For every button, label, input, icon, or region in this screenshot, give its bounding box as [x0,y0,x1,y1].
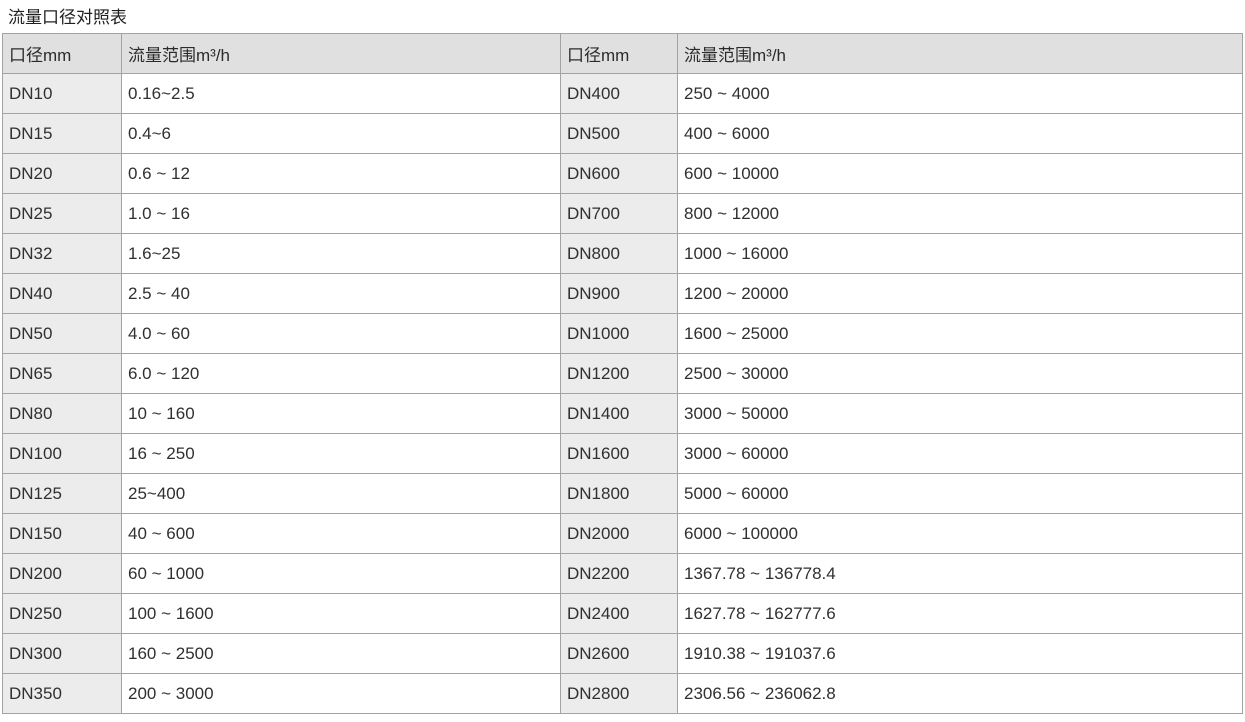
flow-range-cell: 0.6 ~ 12 [121,153,561,194]
diameter-cell: DN100 [2,433,122,474]
table-row: DN200 60 ~ 1000 DN2200 1367.78 ~ 136778.4 [2,553,1243,594]
flow-range-cell: 600 ~ 10000 [677,153,1243,194]
diameter-cell: DN400 [560,73,678,114]
flow-range-cell: 6000 ~ 100000 [677,513,1243,554]
flow-range-cell: 25~400 [121,473,561,514]
diameter-cell: DN125 [2,473,122,514]
diameter-cell: DN200 [2,553,122,594]
diameter-cell: DN15 [2,113,122,154]
diameter-cell: DN1400 [560,393,678,434]
flow-range-cell: 1200 ~ 20000 [677,273,1243,314]
flow-range-cell: 6.0 ~ 120 [121,353,561,394]
flow-range-cell: 40 ~ 600 [121,513,561,554]
diameter-cell: DN350 [2,673,122,714]
diameter-cell: DN25 [2,193,122,234]
table-row: DN32 1.6~25 DN800 1000 ~ 16000 [2,233,1243,274]
flow-range-cell: 16 ~ 250 [121,433,561,474]
table-body: DN10 0.16~2.5 DN400 250 ~ 4000 DN15 0.4~6 DN50… [2,73,1243,714]
diameter-cell: DN20 [2,153,122,194]
header-flow-range-right: 流量范围m³/h [677,33,1243,74]
flow-range-cell: 60 ~ 1000 [121,553,561,594]
flow-range-cell: 1000 ~ 16000 [677,233,1243,274]
diameter-cell: DN1800 [560,473,678,514]
diameter-cell: DN250 [2,593,122,634]
flow-range-cell: 400 ~ 6000 [677,113,1243,154]
flow-range-cell: 3000 ~ 50000 [677,393,1243,434]
header-diameter-left: 口径mm [2,33,122,74]
diameter-cell: DN2800 [560,673,678,714]
flow-range-cell: 1.0 ~ 16 [121,193,561,234]
table-header-row: 口径mm 流量范围m³/h 口径mm 流量范围m³/h [2,33,1243,74]
diameter-cell: DN1600 [560,433,678,474]
flow-range-cell: 2500 ~ 30000 [677,353,1243,394]
flow-range-cell: 800 ~ 12000 [677,193,1243,234]
header-flow-range-left: 流量范围m³/h [121,33,561,74]
flow-range-cell: 10 ~ 160 [121,393,561,434]
table-row: DN20 0.6 ~ 12 DN600 600 ~ 10000 [2,153,1243,194]
flow-range-cell: 1910.38 ~ 191037.6 [677,633,1243,674]
table-row: DN50 4.0 ~ 60 DN1000 1600 ~ 25000 [2,313,1243,354]
flow-range-cell: 3000 ~ 60000 [677,433,1243,474]
diameter-cell: DN2000 [560,513,678,554]
diameter-cell: DN10 [2,73,122,114]
flow-range-cell: 250 ~ 4000 [677,73,1243,114]
flow-diameter-table: 口径mm 流量范围m³/h 口径mm 流量范围m³/h DN10 0.16~2.5… [2,33,1243,714]
table-row: DN250 100 ~ 1600 DN2400 1627.78 ~ 162777.6 [2,593,1243,634]
table-row: DN125 25~400 DN1800 5000 ~ 60000 [2,473,1243,514]
table-row: DN150 40 ~ 600 DN2000 6000 ~ 100000 [2,513,1243,554]
table-row: DN350 200 ~ 3000 DN2800 2306.56 ~ 236062.8 [2,673,1243,714]
diameter-cell: DN600 [560,153,678,194]
diameter-cell: DN40 [2,273,122,314]
diameter-cell: DN65 [2,353,122,394]
table-row: DN65 6.0 ~ 120 DN1200 2500 ~ 30000 [2,353,1243,394]
table-row: DN80 10 ~ 160 DN1400 3000 ~ 50000 [2,393,1243,434]
table-row: DN10 0.16~2.5 DN400 250 ~ 4000 [2,73,1243,114]
flow-range-cell: 100 ~ 1600 [121,593,561,634]
flow-range-cell: 5000 ~ 60000 [677,473,1243,514]
diameter-cell: DN2200 [560,553,678,594]
flow-range-cell: 0.16~2.5 [121,73,561,114]
flow-range-cell: 1367.78 ~ 136778.4 [677,553,1243,594]
diameter-cell: DN1000 [560,313,678,354]
flow-range-cell: 4.0 ~ 60 [121,313,561,354]
diameter-cell: DN150 [2,513,122,554]
diameter-cell: DN80 [2,393,122,434]
flow-range-cell: 2.5 ~ 40 [121,273,561,314]
flow-range-cell: 160 ~ 2500 [121,633,561,674]
table-row: DN300 160 ~ 2500 DN2600 1910.38 ~ 191037.6 [2,633,1243,674]
flow-range-cell: 200 ~ 3000 [121,673,561,714]
flow-range-cell: 1627.78 ~ 162777.6 [677,593,1243,634]
header-diameter-right: 口径mm [560,33,678,74]
diameter-cell: DN700 [560,193,678,234]
table-row: DN15 0.4~6 DN500 400 ~ 6000 [2,113,1243,154]
diameter-cell: DN32 [2,233,122,274]
diameter-cell: DN50 [2,313,122,354]
table-row: DN100 16 ~ 250 DN1600 3000 ~ 60000 [2,433,1243,474]
table-row: DN40 2.5 ~ 40 DN900 1200 ~ 20000 [2,273,1243,314]
diameter-cell: DN300 [2,633,122,674]
diameter-cell: DN500 [560,113,678,154]
diameter-cell: DN900 [560,273,678,314]
flow-range-cell: 0.4~6 [121,113,561,154]
flow-range-cell: 1600 ~ 25000 [677,313,1243,354]
flow-range-cell: 1.6~25 [121,233,561,274]
table-row: DN25 1.0 ~ 16 DN700 800 ~ 12000 [2,193,1243,234]
flow-range-cell: 2306.56 ~ 236062.8 [677,673,1243,714]
diameter-cell: DN2400 [560,593,678,634]
diameter-cell: DN1200 [560,353,678,394]
diameter-cell: DN2600 [560,633,678,674]
page-title: 流量口径对照表 [8,8,127,27]
diameter-cell: DN800 [560,233,678,274]
